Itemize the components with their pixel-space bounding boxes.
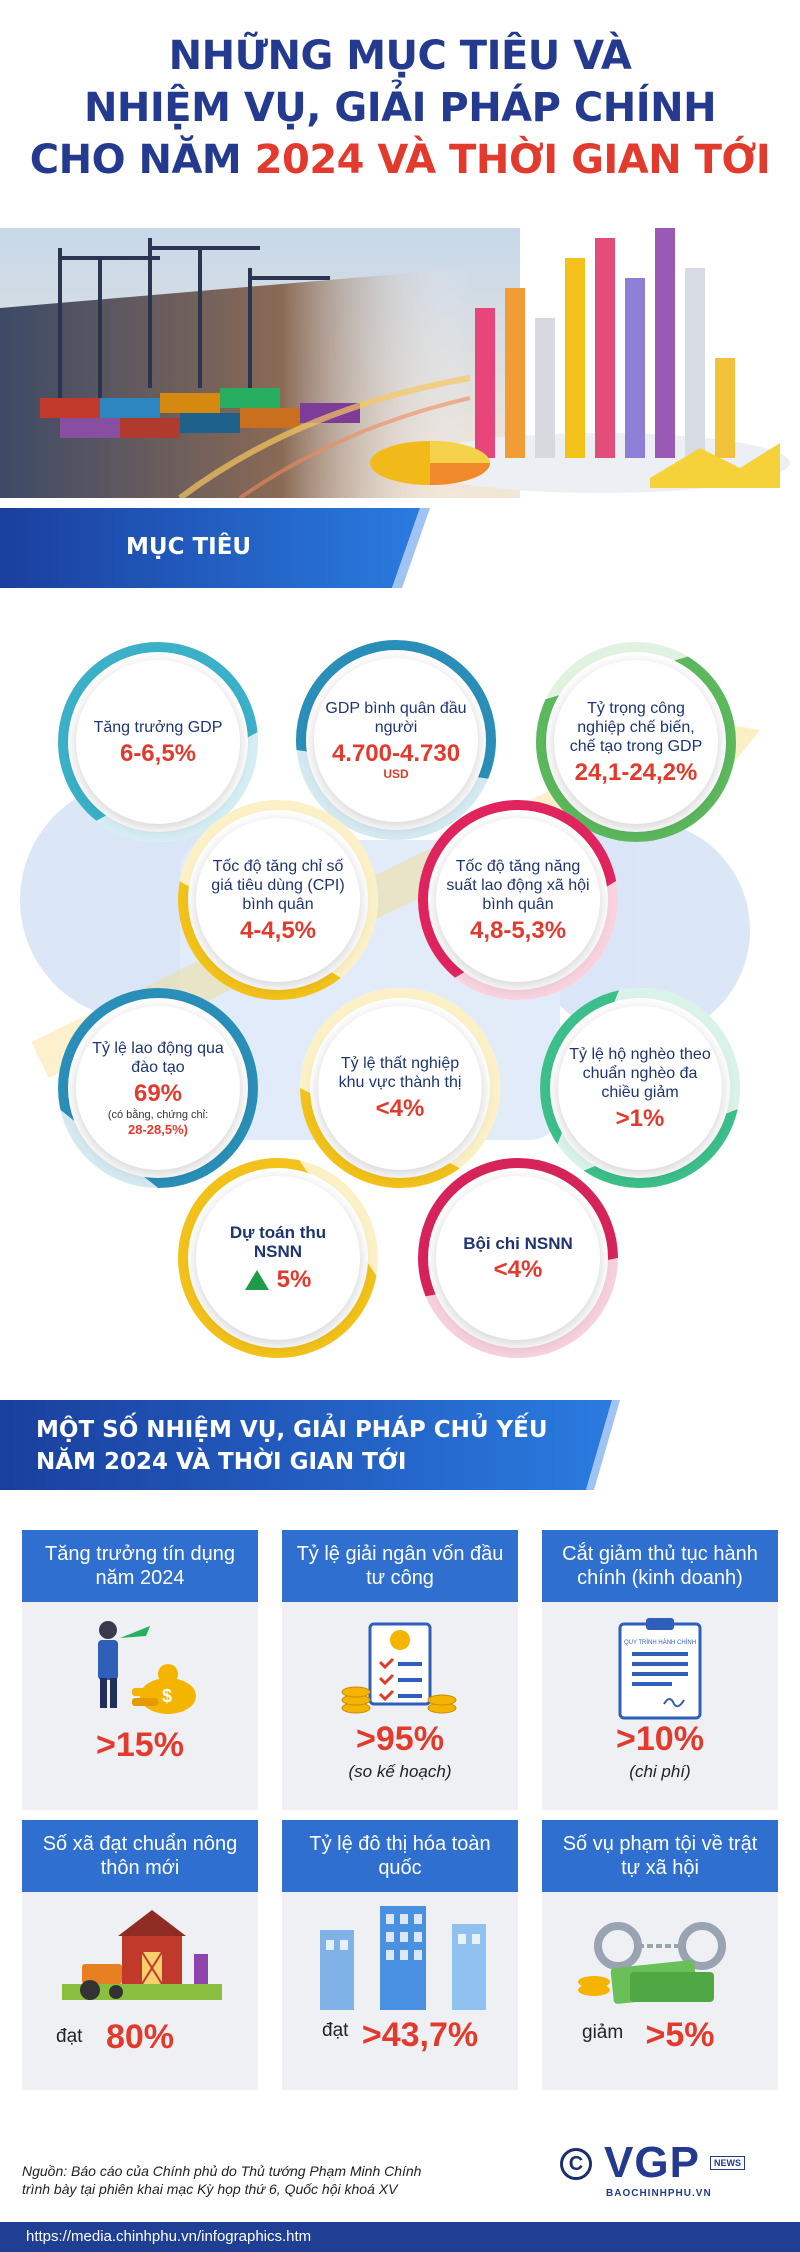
target-label: Tốc độ tăng năng suất lao động xã hội bì… [446,857,590,913]
task-card-public-investment: Tỷ lệ giải ngân vốn đầu tư công >95% (so… [282,1530,518,1810]
target-value: <4% [375,1095,425,1122]
target-value: <4% [493,1255,543,1283]
section-banner-muc-tieu: MỤC TIÊU [0,508,430,588]
url-bar: https://media.chinhphu.vn/infographics.h… [0,2222,800,2252]
buildings-icon [312,1900,492,2010]
task-value: >95% [356,1720,444,1758]
target-trained-labor: Tỷ lệ lao động qua đào tạo 69% (có bằng,… [58,988,258,1188]
source-line-2: trình bày tại phiên khai mạc Kỳ họp thứ … [22,2181,398,2197]
handcuffs-icon [572,1908,752,2008]
coins-checklist-icon [340,1618,460,1718]
source-line-1: Nguồn: Báo cáo của Chính phủ do Thủ tướn… [22,2163,422,2179]
target-labor-productivity: Tốc độ tăng năng suất lao động xã hội bì… [418,800,618,1000]
logo-subtitle: BAOCHINHPHU.VN [606,2188,712,2199]
target-label: Dự toán thu NSNN [229,1223,327,1261]
task-note: (chi phí) [629,1762,691,1781]
hero-illustration [0,228,800,498]
target-label: Tỷ lệ thất nghiệp khu vực thành thị [338,1055,462,1091]
target-value: 6-6,5% [119,739,197,767]
task-note: (so kế hoạch) [348,1762,452,1781]
credit-growth-icon: $ [80,1618,200,1718]
target-label: Tỷ lệ hộ nghèo theo chuẩn nghèo đa chiều… [569,1045,711,1101]
title-line-2: NHIỆM VỤ, GIẢI PHÁP CHÍNH [83,85,717,131]
title-line-1: NHỮNG MỤC TIÊU VÀ [168,33,632,79]
logo-text: VGP [604,2138,700,2187]
target-gdp-per-capita: GDP bình quân đầu người 4.700-4.730 USD [296,640,496,840]
target-label: Tỷ lệ lao động qua đào tạo [92,1040,224,1076]
task-value: >15% [96,1726,184,1764]
task-title: Tỷ lệ đô thị hóa toàn quốc [282,1820,518,1892]
task-value: 80% [105,2018,175,2056]
vgp-logo: C VGP NEWS BAOCHINHPHU.VN [560,2138,750,2208]
task-value: >10% [616,1720,704,1758]
target-value: 4-4,5% [239,916,317,944]
task-title: Tỷ lệ giải ngân vốn đầu tư công [282,1530,518,1602]
target-value: 4.700-4.730 [331,740,461,767]
svg-text:$: $ [162,1686,172,1706]
title-line-3: CHO NĂM 2024 VÀ THỜI GIAN TỚI [0,134,800,186]
target-label: Tốc độ tăng chỉ số giá tiêu dùng (CPI) b… [211,857,345,913]
target-note-value: 28-28,5%) [128,1122,188,1137]
targets-area: Tăng trưởng GDP 6-6,5% GDP bình quân đầu… [0,600,800,1360]
target-value: >1% [615,1104,665,1132]
section-title-line-1: MỘT SỐ NHIỆM VỤ, GIẢI PHÁP CHỦ YẾU [36,1417,548,1443]
title-line-3a: CHO NĂM [29,137,255,183]
task-prefix: đạt [322,2020,349,2041]
task-card-admin-procedures: Cắt giảm thủ tục hành chính (kinh doanh)… [542,1530,778,1810]
section-title-nhiem-vu: MỘT SỐ NHIỆM VỤ, GIẢI PHÁP CHỦ YẾU NĂM 2… [36,1414,548,1478]
doc-header-text: QUY TRÌNH HÀNH CHÍNH [624,1639,696,1646]
task-title: Số vụ phạm tội về trật tự xã hội [542,1820,778,1892]
target-label: Tỷ trọng công nghiệp chế biến, chế tạo t… [569,699,703,755]
target-label: GDP bình quân đầu người [325,700,467,736]
target-value: 24,1-24,2% [574,758,698,786]
infographics-link[interactable]: https://media.chinhphu.vn/infographics.h… [26,2228,312,2245]
page-title: NHỮNG MỤC TIÊU VÀ NHIỆM VỤ, GIẢI PHÁP CH… [0,30,800,186]
task-title: Tăng trưởng tín dụng năm 2024 [22,1530,258,1602]
target-budget-revenue: Dự toán thu NSNN 5% [178,1158,378,1358]
target-value-row: 5% [244,1266,312,1293]
task-card-credit-growth: Tăng trưởng tín dụng năm 2024 $ >15% [22,1530,258,1810]
logo-tag: NEWS [710,2156,745,2170]
target-label: Bội chi NSNN [463,1233,573,1253]
farm-icon [62,1904,222,2004]
target-value: 4,8-5,3% [469,916,567,944]
task-value: >5% [645,2016,715,2054]
task-card-urbanization: Tỷ lệ đô thị hóa toàn quốc đạt >43,7% [282,1820,518,2090]
document-icon: QUY TRÌNH HÀNH CHÍNH [610,1616,710,1720]
target-note: (có bằng, chứng chỉ: [107,1109,209,1121]
section-banner-nhiem-vu: MỘT SỐ NHIỆM VỤ, GIẢI PHÁP CHỦ YẾU NĂM 2… [0,1400,620,1490]
target-budget-deficit: Bội chi NSNN <4% [418,1158,618,1358]
task-card-crime: Số vụ phạm tội về trật tự xã hội giảm >5… [542,1820,778,2090]
title-line-3b: 2024 VÀ THỜI GIAN TỚI [254,137,771,183]
task-card-new-rural: Số xã đạt chuẩn nông thôn mới đạt 80% [22,1820,258,2090]
task-prefix: đạt [56,2026,83,2047]
task-title: Số xã đạt chuẩn nông thôn mới [22,1820,258,1892]
target-label: Tăng trưởng GDP [93,718,223,736]
copyright-icon: C [560,2148,592,2180]
target-unit: USD [383,767,409,781]
target-value: 69% [133,1080,183,1107]
task-title: Cắt giảm thủ tục hành chính (kinh doanh) [542,1530,778,1602]
section-title-line-2: NĂM 2024 VÀ THỜI GIAN TỚI [36,1449,407,1475]
target-cpi: Tốc độ tăng chỉ số giá tiêu dùng (CPI) b… [178,800,378,1000]
target-value: 5% [276,1266,312,1293]
task-value: >43,7% [361,2016,479,2054]
triangle-up-icon [244,1270,269,1290]
section-title-muc-tieu: MỤC TIÊU [126,534,252,560]
task-prefix: giảm [582,2022,624,2043]
target-gdp-growth: Tăng trưởng GDP 6-6,5% [58,642,258,842]
target-urban-unemployment: Tỷ lệ thất nghiệp khu vực thành thị <4% [300,988,500,1188]
source-note: Nguồn: Báo cáo của Chính phủ do Thủ tướn… [22,2162,492,2198]
target-poverty-rate: Tỷ lệ hộ nghèo theo chuẩn nghèo đa chiều… [540,988,740,1188]
